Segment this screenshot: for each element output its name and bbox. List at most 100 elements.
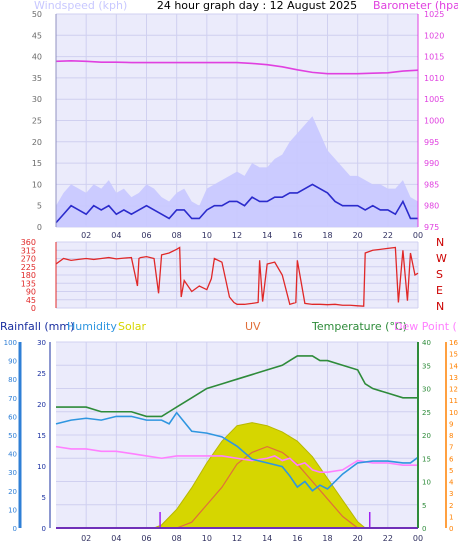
- temperature-tick-label: 0: [422, 525, 426, 533]
- windspeed-axis-label: Windspeed (kph): [34, 0, 127, 12]
- temperature-tick-label: 10: [422, 479, 431, 487]
- legend-solar: Solar: [118, 320, 147, 333]
- wind-tick-label: 35: [32, 74, 42, 83]
- wind-tick-label: 30: [32, 95, 42, 104]
- env-x-tick-label: 12: [232, 534, 242, 543]
- direction-tick-label: 0: [31, 304, 36, 313]
- barometer-tick-label: 1000: [424, 117, 444, 126]
- solar-tick-label: 15: [37, 432, 46, 440]
- humidity-tick-label: 20: [8, 488, 17, 496]
- compass-label: N: [436, 236, 444, 249]
- wind-average-series: [55, 183, 418, 224]
- uv-tick-label: 10: [449, 409, 458, 417]
- humidity-tick-label: 30: [8, 469, 17, 477]
- humidity-tick-label: 60: [8, 413, 17, 421]
- wind-direction-series: [55, 246, 419, 307]
- env-x-tick-label: 20: [353, 534, 363, 543]
- temperature-tick-label: 20: [422, 432, 431, 440]
- legend-temperature: Temperature (°C): [311, 320, 407, 333]
- uv-tick-label: 5: [449, 467, 453, 475]
- wind-x-tick-label: 22: [383, 231, 393, 240]
- temperature-tick-label: 25: [422, 409, 431, 417]
- env-x-tick-label: 16: [292, 534, 302, 543]
- direction-tick-label: 270: [21, 255, 36, 264]
- barometer-tick-label: 975: [424, 223, 439, 232]
- barometer-tick-label: 990: [424, 159, 439, 168]
- wind-tick-label: 5: [37, 202, 42, 211]
- wind-x-tick-label: 06: [141, 231, 151, 240]
- uv-tick-label: 9: [449, 420, 453, 428]
- direction-tick-label: 360: [21, 238, 36, 247]
- wind-tick-label: 15: [32, 159, 42, 168]
- legend-uv: UV: [245, 320, 261, 333]
- env-x-tick-label: 04: [111, 534, 121, 543]
- solar-tick-label: 5: [42, 494, 46, 502]
- compass-label: E: [436, 284, 443, 297]
- humidity-tick-label: 100: [4, 339, 17, 347]
- uv-tick-label: 13: [449, 374, 458, 382]
- barometer-tick-label: 995: [424, 138, 439, 147]
- uv-series: [161, 445, 359, 529]
- env-x-tick-label: 22: [383, 534, 393, 543]
- wind-tick-label: 25: [32, 117, 42, 126]
- humidity-tick-label: 90: [8, 358, 17, 366]
- direction-tick-label: 225: [21, 263, 36, 272]
- wind-tick-label: 0: [37, 223, 42, 232]
- compass-label: S: [436, 268, 443, 281]
- uv-tick-label: 15: [449, 351, 458, 359]
- uv-tick-label: 4: [449, 479, 454, 487]
- direction-tick-label: 135: [21, 279, 36, 288]
- barometer-tick-label: 1020: [424, 31, 444, 40]
- wind-x-tick-label: 16: [292, 231, 302, 240]
- wind-tick-label: 10: [32, 180, 42, 189]
- wind-gust-series: [56, 116, 418, 227]
- legend-rainfall: Rainfall (mm): [0, 320, 74, 333]
- direction-tick-label: 45: [26, 296, 36, 305]
- barometer-tick-label: 1010: [424, 74, 444, 83]
- wind-x-tick-label: 20: [353, 231, 363, 240]
- solar-tick-label: 30: [37, 339, 46, 347]
- compass-label: N: [436, 300, 444, 313]
- wind-x-tick-label: 18: [322, 231, 332, 240]
- wind-x-tick-label: 04: [111, 231, 121, 240]
- humidity-tick-label: 70: [8, 395, 17, 403]
- solar-series: [153, 422, 367, 529]
- wind-x-tick-label: 10: [202, 231, 212, 240]
- legend-dew-point: Dew Point (°C): [394, 320, 458, 333]
- barometer-tick-label: 980: [424, 202, 439, 211]
- wind-tick-label: 45: [32, 31, 42, 40]
- chart-title: 24 hour graph day : 12 August 2025: [157, 0, 357, 12]
- uv-tick-label: 7: [449, 444, 453, 452]
- uv-tick-label: 6: [449, 455, 454, 463]
- uv-tick-label: 1: [449, 513, 453, 521]
- wind-x-tick-label: 08: [172, 231, 182, 240]
- wind-x-tick-label: 14: [262, 231, 272, 240]
- uv-tick-label: 0: [449, 525, 453, 533]
- uv-tick-label: 12: [449, 386, 458, 394]
- solar-tick-label: 25: [37, 370, 46, 378]
- env-x-tick-label: 18: [322, 534, 332, 543]
- env-x-tick-label: 00: [413, 534, 423, 543]
- wind-x-tick-label: 12: [232, 231, 242, 240]
- wind-tick-label: 40: [32, 53, 42, 62]
- humidity-tick-label: 10: [8, 506, 17, 514]
- env-x-tick-label: 06: [141, 534, 151, 543]
- uv-tick-label: 11: [449, 397, 458, 405]
- direction-tick-label: 90: [26, 288, 36, 297]
- humidity-tick-label: 0: [13, 525, 17, 533]
- wind-x-tick-label: 00: [413, 231, 423, 240]
- wind-tick-label: 50: [32, 10, 42, 19]
- wind-tick-label: 20: [32, 138, 42, 147]
- uv-tick-label: 16: [449, 339, 458, 347]
- temperature-tick-label: 15: [422, 455, 431, 463]
- barometer-series: [55, 60, 419, 75]
- env-x-tick-label: 08: [172, 534, 182, 543]
- humidity-tick-label: 80: [8, 376, 17, 384]
- solar-tick-label: 10: [37, 463, 46, 471]
- temperature-tick-label: 35: [422, 362, 431, 370]
- barometer-tick-label: 1015: [424, 53, 444, 62]
- solar-tick-label: 0: [42, 525, 46, 533]
- humidity-tick-label: 50: [8, 432, 17, 440]
- uv-tick-label: 2: [449, 502, 453, 510]
